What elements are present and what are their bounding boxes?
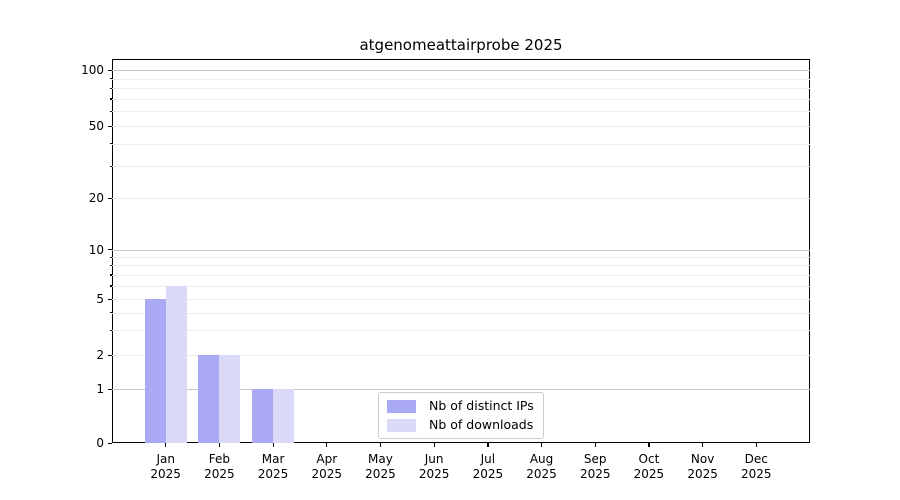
- y-tick-mark: [108, 197, 112, 199]
- x-tick-label: Feb: [208, 452, 230, 466]
- y-minor-tick-mark: [109, 78, 112, 80]
- y-minor-tick-mark: [109, 98, 112, 100]
- bar-nb-of-distinct-ips: [144, 299, 166, 443]
- y-gridline-minor: [112, 198, 810, 199]
- x-tick-year-label: 2025: [150, 467, 181, 481]
- x-tick-year-label: 2025: [687, 467, 718, 481]
- y-tick-mark: [108, 388, 112, 390]
- y-gridline-minor: [112, 274, 810, 276]
- x-tick-label: Aug: [529, 452, 554, 466]
- legend-swatch-icon: [387, 418, 416, 432]
- plot-frame: [112, 59, 810, 443]
- y-gridline-minor: [112, 312, 810, 314]
- y-gridline-minor: [112, 78, 810, 80]
- x-tick-mark: [648, 443, 650, 447]
- x-tick-year-label: 2025: [257, 467, 289, 481]
- x-tick-label: Jun: [424, 452, 444, 466]
- x-tick-label: Jul: [480, 452, 496, 466]
- y-minor-tick-mark: [109, 264, 112, 267]
- x-tick-year-label: 2025: [204, 467, 235, 481]
- y-minor-tick-mark: [109, 143, 112, 145]
- y-gridline-minor: [112, 111, 810, 113]
- x-tick-mark: [165, 443, 167, 447]
- x-tick-label: Apr: [316, 452, 338, 466]
- x-tick-mark: [755, 443, 757, 447]
- x-tick-mark: [433, 443, 435, 447]
- x-tick-mark: [541, 443, 543, 447]
- x-tick-mark: [379, 443, 382, 447]
- y-gridline-major: [112, 70, 810, 71]
- y-tick-label: 0: [96, 436, 104, 450]
- x-tick-mark: [702, 443, 704, 447]
- x-tick-mark: [326, 443, 328, 447]
- bar-nb-of-downloads: [273, 389, 295, 443]
- y-tick-label: 2: [96, 348, 104, 362]
- x-tick-year-label: 2025: [418, 467, 450, 481]
- legend-item: Nb of downloads: [387, 417, 534, 433]
- y-minor-tick-mark: [109, 329, 112, 331]
- y-tick-mark: [108, 249, 112, 251]
- y-minor-tick-mark: [109, 285, 112, 287]
- x-tick-year-label: 2025: [472, 467, 504, 481]
- y-gridline-minor: [112, 285, 810, 287]
- y-gridline-major: [112, 389, 810, 390]
- y-minor-tick-mark: [109, 312, 112, 314]
- y-gridline-minor: [112, 257, 810, 259]
- legend-item: Nb of distinct IPs: [387, 398, 534, 414]
- x-tick-label: Sep: [583, 452, 607, 466]
- x-tick-year-label: 2025: [311, 467, 343, 481]
- bar-nb-of-distinct-ips: [198, 355, 220, 443]
- x-tick-label: Oct: [638, 452, 660, 466]
- y-tick-mark: [108, 442, 112, 444]
- y-minor-tick-mark: [109, 87, 112, 89]
- x-tick-label: Nov: [690, 452, 715, 466]
- y-gridline-minor: [112, 166, 810, 168]
- x-tick-year-label: 2025: [526, 467, 557, 481]
- x-tick-mark: [487, 443, 489, 447]
- y-gridline-minor: [112, 355, 810, 356]
- y-gridline-minor: [112, 143, 810, 145]
- bar-nb-of-downloads: [219, 355, 241, 443]
- y-tick-mark: [108, 298, 112, 300]
- x-tick-label: Dec: [744, 452, 768, 466]
- y-gridline-minor: [112, 126, 810, 127]
- legend-swatch-icon: [387, 399, 416, 413]
- y-gridline-minor: [112, 98, 810, 100]
- y-tick-label: 5: [96, 292, 104, 306]
- y-gridline-minor: [112, 299, 810, 300]
- y-minor-tick-mark: [109, 110, 112, 112]
- x-tick-mark: [594, 443, 596, 447]
- y-gridline-minor: [112, 88, 810, 90]
- y-gridline-major: [112, 249, 810, 251]
- y-minor-tick-mark: [109, 274, 112, 276]
- legend-label: Nb of distinct IPs: [429, 398, 534, 413]
- chart-title: atgenomeattairprobe 2025: [359, 36, 563, 54]
- x-tick-mark: [272, 443, 274, 447]
- y-minor-tick-mark: [109, 256, 112, 258]
- x-tick-year-label: 2025: [741, 467, 772, 481]
- y-tick-label: 20: [88, 191, 104, 205]
- y-minor-tick-mark: [109, 165, 112, 167]
- bar-nb-of-downloads: [165, 285, 187, 443]
- x-tick-label: May: [368, 452, 393, 466]
- x-tick-year-label: 2025: [579, 467, 611, 481]
- y-tick-mark: [108, 69, 112, 71]
- legend-label: Nb of downloads: [429, 417, 534, 432]
- y-tick-mark: [108, 354, 112, 356]
- x-tick-mark: [218, 443, 221, 447]
- y-gridline-minor: [112, 265, 810, 267]
- y-tick-label: 1: [96, 382, 104, 396]
- legend: Nb of distinct IPs Nb of downloads: [378, 392, 544, 439]
- y-tick-label: 50: [88, 119, 104, 133]
- x-tick-year-label: 2025: [633, 467, 665, 481]
- x-tick-label: Mar: [261, 452, 285, 466]
- x-tick-year-label: 2025: [365, 467, 396, 481]
- y-tick-label: 10: [88, 242, 104, 257]
- y-tick-label: 100: [81, 63, 104, 77]
- y-gridline-minor: [112, 330, 810, 332]
- bar-nb-of-distinct-ips: [252, 389, 274, 443]
- y-tick-mark: [108, 125, 112, 127]
- x-tick-label: Jan: [156, 452, 175, 466]
